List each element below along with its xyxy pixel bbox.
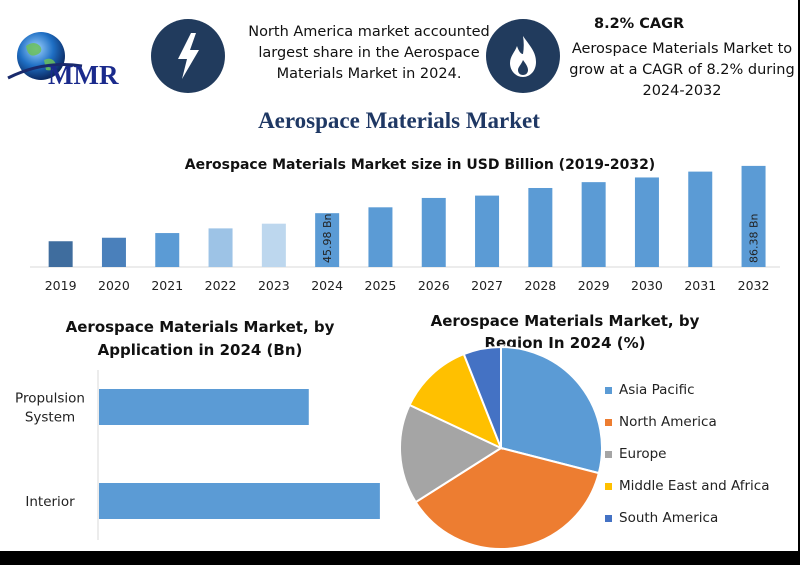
- legend-label: South America: [619, 510, 719, 526]
- cagr-title: 8.2% CAGR: [594, 16, 685, 32]
- legend-item: Middle East and Africa: [605, 470, 770, 502]
- bar-2029: [581, 182, 606, 267]
- bar-2024: [315, 213, 340, 267]
- region-chart-title-line-1: Aerospace Materials Market, by: [430, 312, 700, 330]
- main-title: Aerospace Materials Market: [258, 108, 540, 133]
- legend-item: North America: [605, 406, 770, 438]
- legend-item: Asia Pacific: [605, 374, 770, 406]
- pie-legend: Asia Pacific North America Europe Middle Ea…: [605, 374, 770, 534]
- bar-2020: [101, 237, 126, 267]
- legend-swatch: [605, 450, 612, 458]
- application-bar-chart: Propulsion System Interior: [15, 370, 380, 540]
- region-chart-title: Aerospace Materials Market, by Region In…: [400, 310, 730, 354]
- x-tick-label: 2029: [578, 278, 610, 293]
- x-tick-label: 2024: [311, 278, 343, 293]
- region-pie-chart: [399, 345, 603, 550]
- application-chart-title: Aerospace Materials Market, by Applicati…: [40, 316, 360, 362]
- mmr-logo: MMR: [7, 32, 119, 90]
- bar-2026: [421, 197, 446, 267]
- x-tick-label: 2019: [45, 278, 77, 293]
- legend-item: Europe: [605, 438, 770, 470]
- x-tick-label: 2027: [471, 278, 503, 293]
- x-tick-label: 2022: [205, 278, 237, 293]
- application-chart-title-line-2: Application in 2024 (Bn): [97, 341, 303, 359]
- region-chart-title-line-2: Region In 2024 (%): [484, 334, 646, 352]
- legend-label: North America: [619, 414, 717, 430]
- lightning-bolt-icon: [151, 19, 225, 93]
- x-tick-label: 2023: [258, 278, 290, 293]
- bar-2027: [475, 195, 500, 267]
- x-tick-label: 2021: [151, 278, 183, 293]
- bar-2028: [528, 187, 553, 267]
- share-text: North America market accounted largest s…: [248, 24, 490, 82]
- bar-2032: [741, 165, 766, 267]
- legend-swatch: [605, 386, 612, 394]
- bar-data-label: 86.38 Bn: [748, 213, 761, 263]
- legend-item: South America: [605, 502, 770, 534]
- pie-slice-asia-pacific: [500, 345, 603, 475]
- market-size-bar-chart: 2019 2020 2021 2022 2023 2024 45.98 Bn 2025 2026…: [30, 165, 780, 293]
- bar-2031: [688, 171, 713, 267]
- legend-label: Europe: [619, 446, 667, 462]
- hbar-propulsion-system: [99, 389, 309, 425]
- pie-slice-south-america: [462, 345, 502, 449]
- hbar-interior: [99, 483, 380, 519]
- y-tick-label: Propulsion: [15, 391, 85, 407]
- x-tick-label: 2032: [738, 278, 770, 293]
- bar-2023: [261, 223, 286, 267]
- y-tick-label: System: [25, 410, 75, 426]
- application-chart-title-line-1: Aerospace Materials Market, by: [65, 318, 335, 336]
- logo-text: MMR: [48, 60, 119, 90]
- bar-2022: [208, 228, 233, 267]
- bar-2030: [634, 177, 659, 267]
- legend-swatch: [605, 418, 612, 426]
- legend-swatch: [605, 514, 612, 522]
- flame-icon: [486, 19, 560, 93]
- x-tick-label: 2020: [98, 278, 130, 293]
- cagr-text: Aerospace Materials Market to grow at a …: [569, 41, 795, 99]
- legend-label: Asia Pacific: [619, 382, 695, 398]
- x-tick-label: 2031: [684, 278, 716, 293]
- bar-2025: [368, 207, 393, 267]
- pie-slice-middle-east-and-africa: [408, 352, 503, 450]
- bar-2019: [48, 241, 73, 267]
- x-tick-label: 2025: [365, 278, 397, 293]
- bar-2021: [155, 233, 180, 267]
- x-tick-label: 2030: [631, 278, 663, 293]
- infographic-canvas: MMR North America market accounted large…: [0, 0, 798, 551]
- y-tick-label: Interior: [25, 494, 75, 510]
- pie-slice-europe: [399, 403, 504, 504]
- bar-chart-title: Aerospace Materials Market size in USD B…: [184, 157, 656, 173]
- legend-label: Middle East and Africa: [619, 478, 770, 494]
- x-tick-label: 2026: [418, 278, 450, 293]
- bar-data-label: 45.98 Bn: [321, 213, 334, 263]
- legend-swatch: [605, 482, 612, 490]
- x-tick-label: 2028: [524, 278, 556, 293]
